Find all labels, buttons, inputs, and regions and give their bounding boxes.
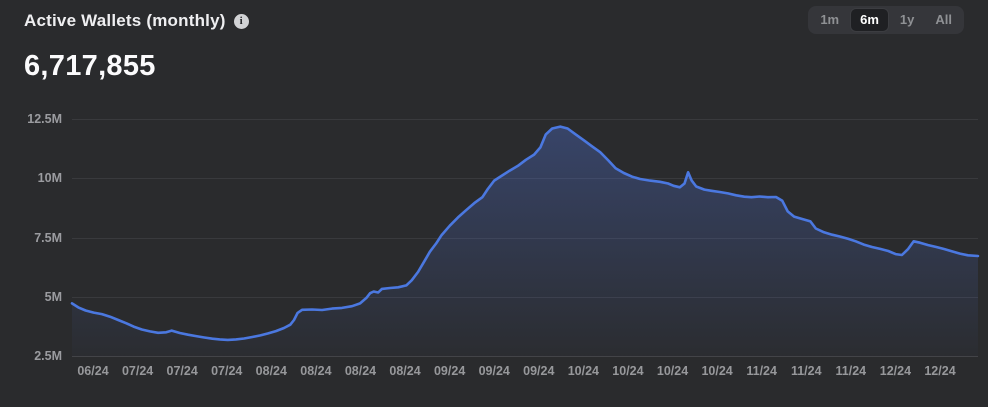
range-option-all[interactable]: All xyxy=(925,8,962,32)
x-tick-label: 08/24 xyxy=(344,364,377,378)
x-tick-label: 06/24 xyxy=(77,364,109,378)
x-tick-label: 12/24 xyxy=(924,364,956,378)
info-icon[interactable]: i xyxy=(233,13,249,29)
range-option-1m[interactable]: 1m xyxy=(810,8,849,32)
range-option-6m[interactable]: 6m xyxy=(850,8,889,32)
x-tick-label: 07/24 xyxy=(211,364,243,378)
x-axis-line xyxy=(72,356,978,357)
y-tick-label: 7.5M xyxy=(34,230,62,245)
x-tick-label: 11/24 xyxy=(746,364,777,378)
x-tick-label: 11/24 xyxy=(790,364,822,378)
range-option-1y[interactable]: 1y xyxy=(890,8,924,32)
x-tick-label: 12/24 xyxy=(879,364,912,378)
x-tick-label: 11/24 xyxy=(835,364,867,378)
x-tick-label: 10/24 xyxy=(567,364,599,378)
x-tick-label: 08/24 xyxy=(255,364,287,378)
y-tick-label: 10M xyxy=(37,171,62,186)
chart-header: Active Wallets (monthly) i xyxy=(24,11,249,31)
x-tick-label: 09/24 xyxy=(523,364,555,378)
y-tick-label: 2.5M xyxy=(34,349,62,363)
x-tick-label: 10/24 xyxy=(612,364,644,378)
chart-title: Active Wallets (monthly) xyxy=(24,11,226,30)
x-tick-label: 08/24 xyxy=(389,364,421,378)
series-area-fill xyxy=(72,126,978,356)
x-tick-label: 08/24 xyxy=(300,364,332,378)
x-tick-label: 10/24 xyxy=(701,364,733,378)
current-value: 6,717,855 xyxy=(24,50,156,82)
x-tick-label: 09/24 xyxy=(433,364,466,378)
gridline xyxy=(72,119,978,120)
y-tick-label: 12.5M xyxy=(27,112,62,126)
x-tick-label: 07/24 xyxy=(166,364,198,378)
x-tick-label: 07/24 xyxy=(121,364,154,378)
x-tick-label: 09/24 xyxy=(478,364,510,378)
series-line xyxy=(70,125,980,342)
time-range-selector: 1m 6m 1y All xyxy=(808,6,964,34)
x-tick-label: 10/24 xyxy=(656,364,689,378)
y-tick-label: 5M xyxy=(44,289,62,304)
